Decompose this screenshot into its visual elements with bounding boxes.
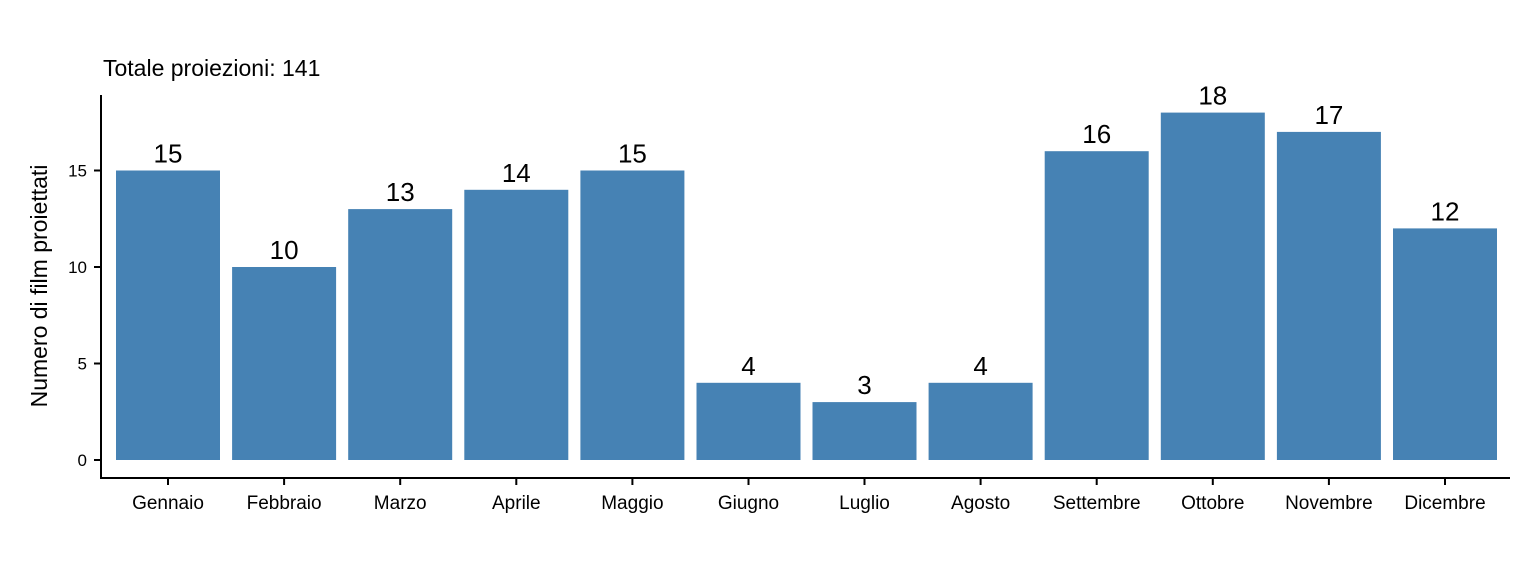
chart-title: Totale proiezioni: 141 [103,55,320,81]
bar-ottobre [1160,112,1265,460]
bar-settembre [1044,151,1149,460]
y-tick-label-15: 15 [68,162,87,181]
x-tick-label-settembre: Settembre [1053,493,1141,514]
y-tick-label-5: 5 [78,355,87,374]
bar-novembre [1276,131,1381,460]
y-axis: 0 5 10 15 [68,95,102,478]
y-tick-label-0: 0 [78,451,87,470]
x-tick-label-dicembre: Dicembre [1404,493,1485,514]
data-label-marzo: 13 [386,177,415,207]
bar-aprile [464,189,569,461]
data-label-dicembre: 12 [1431,196,1460,226]
x-tick-label-ottobre: Ottobre [1181,493,1244,514]
x-axis: Gennaio Febbraio Marzo Aprile Maggio Giugno Lu… [100,477,1510,514]
data-label-febbraio: 10 [270,235,299,265]
x-tick-label-febbraio: Febbraio [247,493,322,514]
bar-luglio [812,402,917,460]
bars-group [116,112,1497,461]
x-tick-label-aprile: Aprile [492,493,541,514]
data-labels-group: 15 10 13 14 15 4 3 4 16 18 17 12 [154,81,1460,401]
x-tick-label-novembre: Novembre [1285,493,1373,514]
bar-febbraio [232,267,337,460]
data-label-ottobre: 18 [1198,81,1227,111]
x-tick-label-giugno: Giugno [718,493,779,514]
x-tick-label-marzo: Marzo [374,493,427,514]
x-tick-label-agosto: Agosto [951,493,1010,514]
data-label-aprile: 14 [502,158,531,188]
bar-maggio [580,170,685,460]
x-tick-label-gennaio: Gennaio [132,493,204,514]
data-label-maggio: 15 [618,139,647,169]
bar-agosto [928,382,1033,460]
bar-gennaio [116,170,220,460]
bar-marzo [348,209,453,460]
data-label-agosto: 4 [973,351,987,381]
x-tick-label-luglio: Luglio [839,493,890,514]
data-label-gennaio: 15 [154,139,183,169]
y-tick-label-10: 10 [68,258,87,277]
y-axis-label: Numero di film proiettati [26,165,52,408]
x-tick-label-maggio: Maggio [601,493,663,514]
data-label-novembre: 17 [1314,100,1343,130]
data-label-luglio: 3 [857,370,871,400]
data-label-settembre: 16 [1082,119,1111,149]
bar-dicembre [1393,228,1497,460]
data-label-giugno: 4 [741,351,755,381]
bar-giugno [696,382,801,460]
